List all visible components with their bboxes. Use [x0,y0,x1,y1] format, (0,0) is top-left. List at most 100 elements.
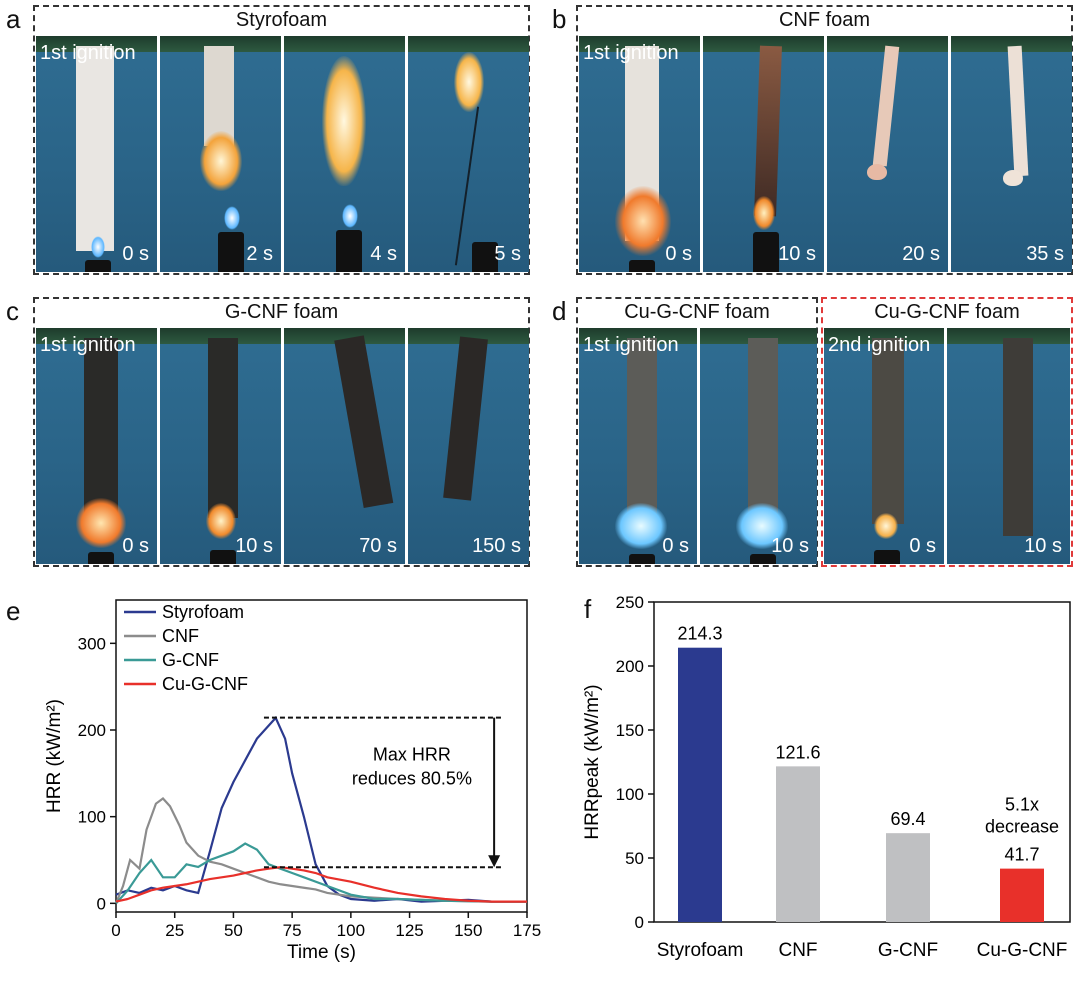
legend-label: Styrofoam [162,602,244,622]
photo-d-2: 10 s [700,328,817,564]
panel-c-frame: G-CNF foam [33,297,530,567]
bar-value-label: 41.7 [1004,845,1039,865]
x-axis-label: Time (s) [287,942,356,963]
annotation-line-1: Max HRR [373,744,451,764]
panel-b-title: CNF foam [778,9,871,31]
photo-c-4: 150 s [408,328,529,564]
legend-label: G-CNF [162,650,219,670]
panel-letter-d: d [552,296,567,326]
series-line-cu-g-cnf [115,866,527,903]
panel-a-title: Styrofoam [235,9,328,31]
photo-c-2: 10 s [160,328,281,564]
photo-a-3: 4 s [284,36,405,272]
time-label: 2 s [246,243,273,265]
hrr-peak-bar-chart: 0 50 100 150 200 250 HRRpeak (kW/m²) 214.3 Styro… [582,593,1071,961]
photo-c-3: 70 s [284,328,405,564]
photo-b-1: 1st ignition 0 s [579,36,700,272]
panel-b-frame: CNF foam [576,5,1073,275]
time-label: 0 s [662,535,689,557]
y-tick-label: 100 [616,785,644,804]
ignition-label: 1st ignition [583,334,679,356]
x-tick-label: 100 [337,921,365,940]
panel-c-title: G-CNF foam [224,301,339,323]
bar-g-cnf [886,833,930,922]
panel-d-title-1: Cu-G-CNF foam [624,301,770,323]
time-label: 4 s [370,243,397,265]
category-label: G-CNF [878,940,938,961]
photo-b-2: 10 s [703,36,824,272]
y-tick-label: 250 [616,593,644,612]
time-label: 10 s [778,243,816,265]
y-tick-label: 50 [625,849,644,868]
legend-label: Cu-G-CNF [162,674,248,694]
time-label: 0 s [122,243,149,265]
y-axis-label: HRRpeak (kW/m²) [582,684,603,839]
series-line-cnf [114,796,527,904]
time-label: 0 s [665,243,692,265]
decrease-annotation-1: 5.1x [1005,795,1039,815]
hrr-line-chart: 0 25 50 75 100 125 150 175 0 100 200 300 Time (s) HRR… [44,599,541,963]
bar-cu-g-cnf [1000,868,1044,922]
time-label: 10 s [771,535,809,557]
y-tick-label: 150 [616,721,644,740]
x-tick-label: 0 [111,921,120,940]
time-label: 20 s [902,243,940,265]
legend-label: CNF [162,626,199,646]
time-label: 150 s [472,535,521,557]
ignition-label: 1st ignition [40,334,136,356]
bar-cnf [776,766,820,922]
time-label: 5 s [494,243,521,265]
panel-a-frame: Styrofoam [33,5,530,275]
bar-value-label: 69.4 [890,809,925,829]
photo-d-1: 1st ignition 0 s [579,328,697,564]
bar-styrofoam [678,647,722,922]
panel-letter-e: e [6,596,21,626]
panel-d-frame-2: Cu-G-CNF foam [821,297,1073,567]
category-label: Cu-G-CNF [977,940,1068,961]
time-label: 70 s [359,535,397,557]
y-tick-label: 300 [78,634,106,653]
panel-letter-f: f [584,594,592,624]
x-tick-label: 25 [165,921,184,940]
photo-c-1: 1st ignition 0 s [36,328,157,564]
time-label: 0 s [122,535,149,557]
category-label: CNF [778,940,817,961]
photo-b-3: 20 s [827,36,948,272]
photo-a-1: 1st ignition 0 s [36,36,157,272]
panel-d-frame-1: Cu-G-CNF foam [576,297,818,567]
y-tick-label: 200 [78,721,106,740]
x-tick-label: 150 [454,921,482,940]
y-tick-label: 0 [97,894,106,913]
photo-b-4: 35 s [951,36,1072,272]
time-label: 10 s [1024,535,1062,557]
bar-value-label: 121.6 [775,742,820,762]
plot-frame [115,599,528,913]
panel-d-title-2: Cu-G-CNF foam [874,301,1020,323]
time-label: 35 s [1026,243,1064,265]
y-tick-label: 0 [635,913,644,932]
x-tick-label: 125 [395,921,423,940]
bar-value-label: 214.3 [677,624,722,644]
annotation-line-2: reduces 80.5% [352,768,472,788]
time-label: 0 s [909,535,936,557]
panel-letter-a: a [6,4,21,34]
photo-a-2: 2 s [160,36,281,272]
ignition-label: 1st ignition [583,42,679,64]
decrease-annotation-2: decrease [985,817,1059,837]
y-tick-label: 100 [78,808,106,827]
photo-d-4: 10 s [947,328,1070,564]
series-line-g-cnf [115,842,527,905]
ignition-label: 1st ignition [40,42,136,64]
time-label: 10 s [235,535,273,557]
y-tick-label: 200 [616,657,644,676]
x-tick-label: 50 [224,921,243,940]
photo-d-3: 2nd ignition 0 s [824,328,944,564]
x-tick-label: 75 [283,921,302,940]
photo-a-4: 5 s [408,36,529,272]
panel-letter-c: c [6,296,19,326]
category-label: Styrofoam [657,940,744,961]
ignition-label: 2nd ignition [828,334,931,356]
y-axis-label: HRR (kW/m²) [44,699,65,813]
plot-frame [653,601,1071,923]
panel-letter-b: b [552,4,567,34]
